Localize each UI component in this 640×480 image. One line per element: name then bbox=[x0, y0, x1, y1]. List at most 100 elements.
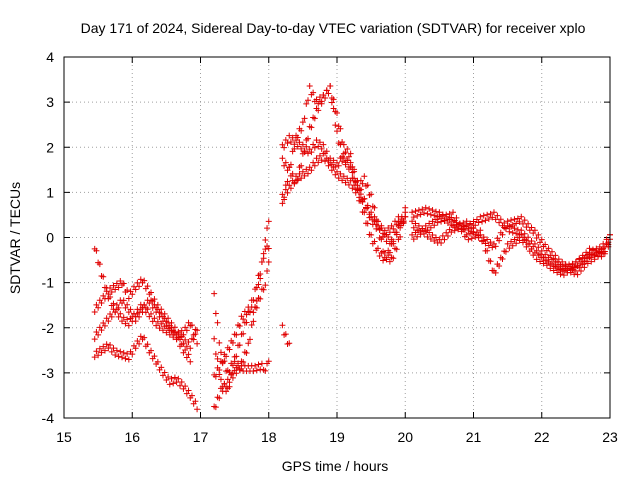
data-point bbox=[178, 379, 185, 386]
data-point bbox=[588, 251, 595, 258]
data-point bbox=[110, 345, 117, 352]
data-point bbox=[163, 377, 170, 384]
data-point bbox=[424, 210, 431, 217]
data-point bbox=[400, 219, 407, 226]
data-point bbox=[156, 325, 163, 332]
data-point bbox=[535, 252, 542, 259]
data-point bbox=[431, 222, 438, 229]
data-point bbox=[158, 364, 165, 371]
data-point bbox=[250, 296, 257, 303]
data-point bbox=[226, 383, 233, 390]
data-point bbox=[296, 139, 303, 146]
data-point bbox=[388, 222, 395, 229]
data-point bbox=[212, 351, 219, 358]
data-point bbox=[327, 82, 334, 89]
data-point bbox=[586, 245, 593, 252]
data-point bbox=[460, 226, 467, 233]
x-tick-label: 17 bbox=[193, 429, 209, 445]
data-point bbox=[258, 360, 265, 367]
data-point bbox=[480, 212, 487, 219]
data-point bbox=[441, 217, 448, 224]
data-point bbox=[509, 229, 516, 236]
data-point bbox=[335, 175, 342, 182]
data-point bbox=[178, 327, 185, 334]
data-point bbox=[559, 258, 566, 265]
data-point bbox=[250, 309, 257, 316]
data-point bbox=[351, 175, 358, 182]
data-point bbox=[577, 268, 584, 275]
data-point bbox=[427, 224, 434, 231]
data-point bbox=[475, 232, 482, 239]
data-point bbox=[235, 360, 242, 367]
data-point bbox=[301, 115, 308, 122]
data-point bbox=[330, 157, 337, 164]
data-point bbox=[303, 166, 310, 173]
data-point bbox=[344, 157, 351, 164]
data-point bbox=[217, 349, 224, 356]
plot-frame bbox=[63, 56, 611, 419]
data-point bbox=[542, 241, 549, 248]
data-point bbox=[323, 148, 330, 155]
data-point bbox=[581, 255, 588, 262]
data-point bbox=[422, 222, 429, 229]
data-point bbox=[472, 222, 479, 229]
data-point bbox=[161, 315, 168, 322]
data-point bbox=[178, 333, 185, 340]
data-point bbox=[386, 258, 393, 265]
data-point bbox=[132, 318, 139, 325]
data-point bbox=[115, 284, 122, 291]
data-point bbox=[233, 331, 240, 338]
data-point bbox=[175, 334, 182, 341]
data-point bbox=[393, 221, 400, 228]
data-point bbox=[364, 202, 371, 209]
x-tick-label: 16 bbox=[124, 429, 140, 445]
data-point bbox=[214, 319, 221, 326]
data-point bbox=[514, 215, 521, 222]
data-point bbox=[470, 229, 477, 236]
data-point bbox=[492, 243, 499, 250]
data-point bbox=[383, 256, 390, 263]
data-point bbox=[555, 256, 562, 263]
data-point bbox=[577, 259, 584, 266]
data-point bbox=[427, 211, 434, 218]
data-point bbox=[171, 374, 178, 381]
data-point bbox=[521, 236, 528, 243]
data-point bbox=[429, 218, 436, 225]
data-point bbox=[264, 267, 271, 274]
data-point bbox=[91, 309, 98, 316]
data-point bbox=[192, 398, 199, 405]
data-point bbox=[240, 316, 247, 323]
data-point bbox=[170, 331, 177, 338]
data-point bbox=[470, 218, 477, 225]
data-point bbox=[119, 318, 126, 325]
data-point bbox=[409, 209, 416, 216]
data-point bbox=[115, 313, 122, 320]
data-point bbox=[183, 354, 190, 361]
data-point bbox=[509, 221, 516, 228]
data-point bbox=[103, 341, 110, 348]
data-point bbox=[337, 170, 344, 177]
x-tick-label: 20 bbox=[397, 429, 413, 445]
data-point bbox=[485, 215, 492, 222]
data-point bbox=[301, 172, 308, 179]
data-point bbox=[211, 290, 218, 297]
data-point bbox=[386, 229, 393, 236]
data-point bbox=[383, 231, 390, 238]
data-point bbox=[299, 168, 306, 175]
data-point bbox=[330, 96, 337, 103]
data-point bbox=[253, 284, 260, 291]
data-point bbox=[223, 353, 230, 360]
data-point bbox=[378, 222, 385, 229]
data-point bbox=[337, 125, 344, 132]
data-point bbox=[265, 218, 272, 225]
data-point bbox=[98, 349, 105, 356]
data-point bbox=[448, 229, 455, 236]
data-point bbox=[409, 218, 416, 225]
data-point bbox=[508, 217, 515, 224]
data-point bbox=[589, 246, 596, 253]
x-axis-label: GPS time / hours bbox=[282, 458, 389, 474]
data-point bbox=[451, 227, 458, 234]
data-point bbox=[291, 141, 298, 148]
data-point bbox=[322, 158, 329, 165]
y-tick-label: 0 bbox=[46, 230, 54, 246]
